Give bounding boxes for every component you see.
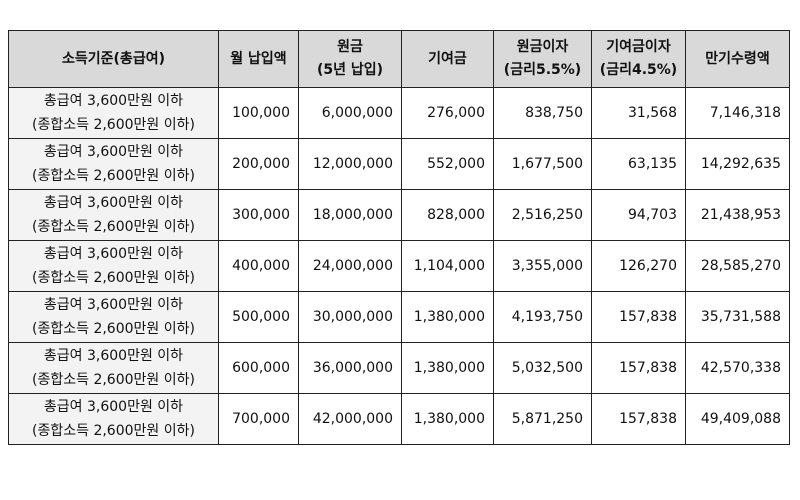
header-row: 소득기준(총급여) 월 납입액 원금 (5년 납입) 기여금 원금이자 (금리5.5… bbox=[8, 30, 790, 88]
principal-cell: 12,000,000 bbox=[298, 138, 402, 190]
contribution-interest-cell: 63,135 bbox=[591, 138, 686, 190]
principal-interest-cell: 5,032,500 bbox=[493, 342, 592, 394]
header-income-criteria: 소득기준(총급여) bbox=[8, 30, 219, 88]
contribution-cell: 1,104,000 bbox=[401, 240, 494, 292]
monthly-payment-cell: 300,000 bbox=[218, 189, 299, 241]
principal-cell: 42,000,000 bbox=[298, 393, 402, 445]
maturity-amount-cell: 7,146,318 bbox=[685, 87, 790, 139]
income-criteria-cell: 총급여 3,600만원 이하 (종합소득 2,600만원 이하) bbox=[8, 342, 219, 394]
principal-cell: 30,000,000 bbox=[298, 291, 402, 343]
income-criteria-cell: 총급여 3,600만원 이하 (종합소득 2,600만원 이하) bbox=[8, 291, 219, 343]
contribution-interest-cell: 31,568 bbox=[591, 87, 686, 139]
principal-interest-cell: 838,750 bbox=[493, 87, 592, 139]
contribution-interest-cell: 126,270 bbox=[591, 240, 686, 292]
contribution-cell: 828,000 bbox=[401, 189, 494, 241]
monthly-payment-cell: 400,000 bbox=[218, 240, 299, 292]
principal-interest-cell: 2,516,250 bbox=[493, 189, 592, 241]
savings-table: 소득기준(총급여) 월 납입액 원금 (5년 납입) 기여금 원금이자 (금리5.5… bbox=[8, 30, 790, 445]
header-contribution: 기여금 bbox=[401, 30, 494, 88]
principal-interest-cell: 3,355,000 bbox=[493, 240, 592, 292]
table-row: 총급여 3,600만원 이하 (종합소득 2,600만원 이하) 100,000 … bbox=[8, 87, 790, 139]
contribution-cell: 1,380,000 bbox=[401, 342, 494, 394]
income-criteria-cell: 총급여 3,600만원 이하 (종합소득 2,600만원 이하) bbox=[8, 393, 219, 445]
header-maturity-amount: 만기수령액 bbox=[685, 30, 790, 88]
table-row: 총급여 3,600만원 이하 (종합소득 2,600만원 이하) 600,000 … bbox=[8, 342, 790, 394]
principal-interest-cell: 5,871,250 bbox=[493, 393, 592, 445]
monthly-payment-cell: 100,000 bbox=[218, 87, 299, 139]
header-monthly-payment: 월 납입액 bbox=[218, 30, 299, 88]
principal-interest-cell: 1,677,500 bbox=[493, 138, 592, 190]
maturity-amount-cell: 21,438,953 bbox=[685, 189, 790, 241]
header-principal: 원금 (5년 납입) bbox=[298, 30, 402, 88]
income-criteria-cell: 총급여 3,600만원 이하 (종합소득 2,600만원 이하) bbox=[8, 240, 219, 292]
maturity-amount-cell: 49,409,088 bbox=[685, 393, 790, 445]
maturity-amount-cell: 42,570,338 bbox=[685, 342, 790, 394]
principal-cell: 18,000,000 bbox=[298, 189, 402, 241]
monthly-payment-cell: 600,000 bbox=[218, 342, 299, 394]
table-row: 총급여 3,600만원 이하 (종합소득 2,600만원 이하) 700,000 … bbox=[8, 393, 790, 445]
monthly-payment-cell: 200,000 bbox=[218, 138, 299, 190]
contribution-interest-cell: 157,838 bbox=[591, 291, 686, 343]
monthly-payment-cell: 700,000 bbox=[218, 393, 299, 445]
contribution-cell: 552,000 bbox=[401, 138, 494, 190]
principal-cell: 6,000,000 bbox=[298, 87, 402, 139]
maturity-amount-cell: 28,585,270 bbox=[685, 240, 790, 292]
maturity-amount-cell: 14,292,635 bbox=[685, 138, 790, 190]
income-criteria-cell: 총급여 3,600만원 이하 (종합소득 2,600만원 이하) bbox=[8, 189, 219, 241]
contribution-interest-cell: 157,838 bbox=[591, 342, 686, 394]
monthly-payment-cell: 500,000 bbox=[218, 291, 299, 343]
table-row: 총급여 3,600만원 이하 (종합소득 2,600만원 이하) 500,000 … bbox=[8, 291, 790, 343]
principal-cell: 36,000,000 bbox=[298, 342, 402, 394]
contribution-cell: 276,000 bbox=[401, 87, 494, 139]
income-criteria-cell: 총급여 3,600만원 이하 (종합소득 2,600만원 이하) bbox=[8, 87, 219, 139]
contribution-cell: 1,380,000 bbox=[401, 291, 494, 343]
header-principal-interest: 원금이자 (금리5.5%) bbox=[493, 30, 592, 88]
principal-interest-cell: 4,193,750 bbox=[493, 291, 592, 343]
contribution-cell: 1,380,000 bbox=[401, 393, 494, 445]
header-contribution-interest: 기여금이자 (금리4.5%) bbox=[591, 30, 686, 88]
table-row: 총급여 3,600만원 이하 (종합소득 2,600만원 이하) 200,000 … bbox=[8, 138, 790, 190]
maturity-amount-cell: 35,731,588 bbox=[685, 291, 790, 343]
contribution-interest-cell: 94,703 bbox=[591, 189, 686, 241]
savings-table-wrapper: 소득기준(총급여) 월 납입액 원금 (5년 납입) 기여금 원금이자 (금리5.5… bbox=[8, 30, 790, 445]
table-row: 총급여 3,600만원 이하 (종합소득 2,600만원 이하) 400,000 … bbox=[8, 240, 790, 292]
contribution-interest-cell: 157,838 bbox=[591, 393, 686, 445]
income-criteria-cell: 총급여 3,600만원 이하 (종합소득 2,600만원 이하) bbox=[8, 138, 219, 190]
principal-cell: 24,000,000 bbox=[298, 240, 402, 292]
table-row: 총급여 3,600만원 이하 (종합소득 2,600만원 이하) 300,000 … bbox=[8, 189, 790, 241]
